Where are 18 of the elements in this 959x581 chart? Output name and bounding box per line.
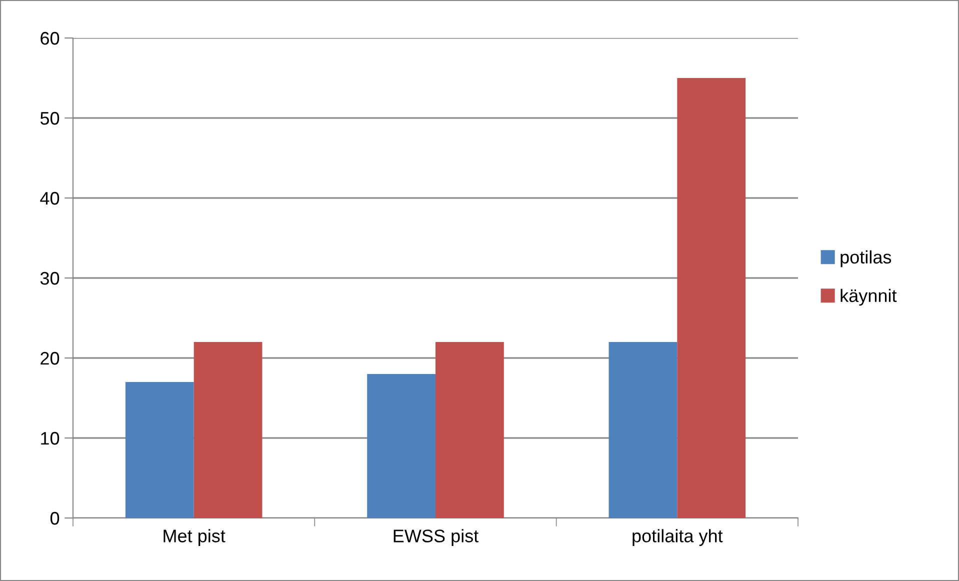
- x-tick-label: EWSS pist: [394, 529, 479, 546]
- y-tick-label: 30: [40, 272, 60, 285]
- bar: [677, 78, 746, 518]
- y-tick-label: 50: [40, 112, 60, 125]
- legend-label: potilas: [840, 250, 892, 268]
- y-tick-label: 60: [40, 32, 60, 45]
- bar: [125, 382, 194, 518]
- x-tick-label: Met pist: [164, 529, 226, 546]
- bar: [436, 342, 504, 518]
- y-tick-label: 40: [40, 192, 60, 205]
- legend-label: käynnit: [840, 288, 897, 306]
- y-tick-label: 0: [50, 512, 60, 525]
- x-tick-label: potilaita yht: [632, 529, 723, 546]
- y-tick-label: 10: [41, 432, 60, 445]
- y-tick-label: 20: [40, 352, 60, 365]
- bar: [367, 374, 436, 518]
- bar: [194, 342, 262, 518]
- bar: [608, 342, 678, 518]
